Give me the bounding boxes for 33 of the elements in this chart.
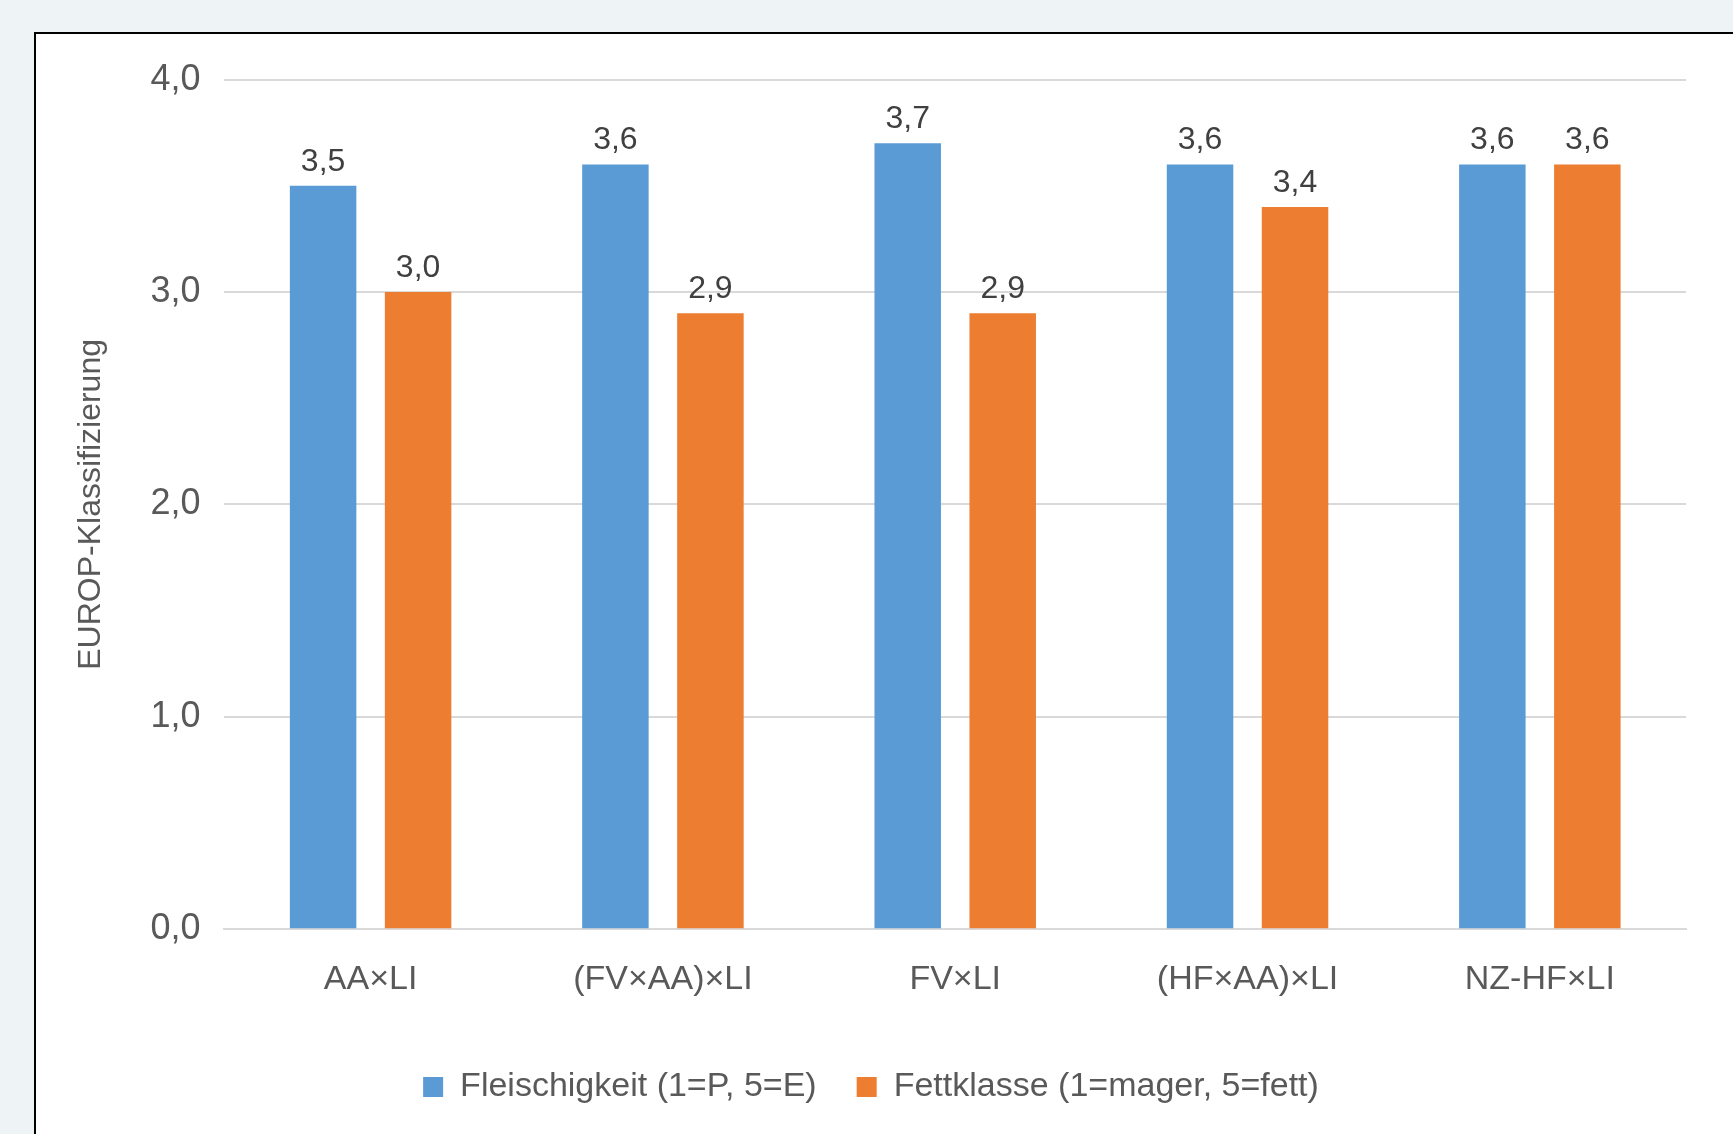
bar	[289, 185, 357, 929]
x-tick-label: (HF×AA)×LI	[1156, 957, 1339, 996]
data-label: 3,6	[1565, 120, 1610, 157]
legend-label: Fettklasse (1=mager, 5=fett)	[893, 1065, 1319, 1104]
bar	[874, 143, 941, 929]
y-tick-label: 2,0	[150, 481, 201, 523]
y-axis-title: EUROP-Klassifizierung	[71, 339, 108, 670]
data-label: 3,6	[593, 120, 638, 157]
data-label: 3,6	[1470, 120, 1515, 157]
data-label: 3,5	[300, 141, 346, 178]
bar	[1261, 207, 1329, 929]
y-tick-label: 4,0	[150, 56, 201, 98]
bar	[1554, 164, 1621, 929]
legend-label: Fleischigkeit (1=P, 5=E)	[460, 1065, 817, 1104]
y-tick-label: 1,0	[150, 693, 201, 735]
data-label: 3,0	[395, 247, 441, 284]
bar	[1459, 164, 1526, 929]
data-label: 3,7	[885, 99, 930, 136]
x-tick-label: NZ-HF×LI	[1464, 957, 1615, 996]
data-label: 2,9	[688, 269, 733, 306]
bar	[1166, 164, 1234, 929]
y-tick-label: 0,0	[150, 906, 201, 948]
x-tick-label: AA×LI	[323, 957, 418, 996]
x-tick-label: (FV×AA)×LI	[573, 957, 753, 996]
data-label: 3,6	[1177, 120, 1223, 157]
bar	[384, 292, 452, 929]
y-tick-label: 3,0	[150, 268, 201, 310]
bar	[582, 164, 649, 929]
data-label: 2,9	[980, 269, 1025, 306]
bar	[677, 313, 744, 929]
bar	[969, 313, 1036, 929]
x-tick-label: FV×LI	[909, 957, 1002, 996]
data-label: 3,4	[1272, 162, 1318, 199]
